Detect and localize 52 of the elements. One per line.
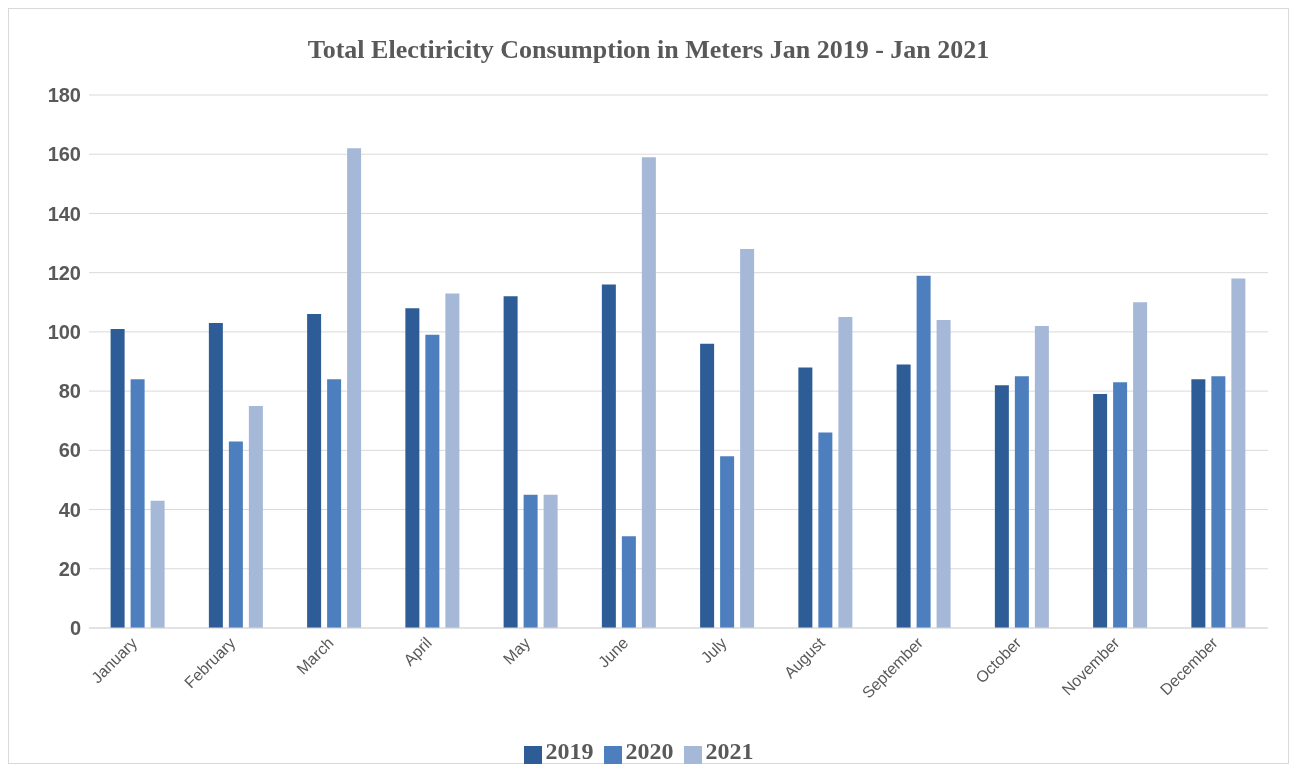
bar xyxy=(798,367,813,628)
bar xyxy=(1014,376,1029,628)
bar xyxy=(700,343,715,628)
y-tick-label: 60 xyxy=(58,439,81,462)
bar xyxy=(307,314,322,628)
bar xyxy=(936,320,951,628)
bar xyxy=(445,293,460,628)
bar xyxy=(327,379,342,628)
bar xyxy=(543,494,558,628)
bar xyxy=(1211,376,1226,628)
legend-label: 2020 xyxy=(625,738,674,764)
legend-label: 2019 xyxy=(545,738,594,764)
bar xyxy=(1113,382,1128,628)
bar xyxy=(916,275,931,628)
bar xyxy=(425,334,440,628)
bar xyxy=(523,494,538,628)
x-tick-label: July xyxy=(697,634,730,667)
bar xyxy=(130,379,145,628)
y-tick-label: 0 xyxy=(69,617,81,640)
bar xyxy=(228,441,243,628)
bar xyxy=(740,248,755,628)
bar xyxy=(405,308,420,628)
x-tick-label: May xyxy=(499,634,534,668)
bar xyxy=(503,296,518,628)
y-tick-label: 180 xyxy=(47,84,81,107)
bar xyxy=(818,432,833,628)
y-tick-label: 100 xyxy=(47,320,81,343)
bar xyxy=(838,317,853,628)
bar xyxy=(1133,302,1148,628)
y-tick-label: 120 xyxy=(47,261,81,284)
bar xyxy=(1191,379,1206,628)
y-tick-label: 140 xyxy=(47,202,81,225)
y-tick-label: 40 xyxy=(58,498,81,521)
bar xyxy=(641,157,656,628)
bar xyxy=(347,148,362,628)
y-tick-label: 160 xyxy=(47,143,81,166)
bar xyxy=(150,500,165,628)
bar xyxy=(248,405,263,628)
bar xyxy=(1231,278,1246,628)
bar xyxy=(621,536,636,628)
bar xyxy=(1034,325,1049,628)
chart-title: Total Electiricity Consumption in Meters Jan 2019 - Jan 2021 xyxy=(306,34,991,66)
bar xyxy=(720,456,735,628)
bar xyxy=(208,323,223,628)
bar xyxy=(110,328,125,628)
legend-label: 2021 xyxy=(705,738,754,764)
bar xyxy=(1093,394,1108,628)
bar xyxy=(994,385,1009,628)
y-tick-label: 80 xyxy=(58,380,81,403)
y-tick-label: 20 xyxy=(58,557,81,580)
bar xyxy=(601,284,616,628)
bar xyxy=(896,364,911,628)
